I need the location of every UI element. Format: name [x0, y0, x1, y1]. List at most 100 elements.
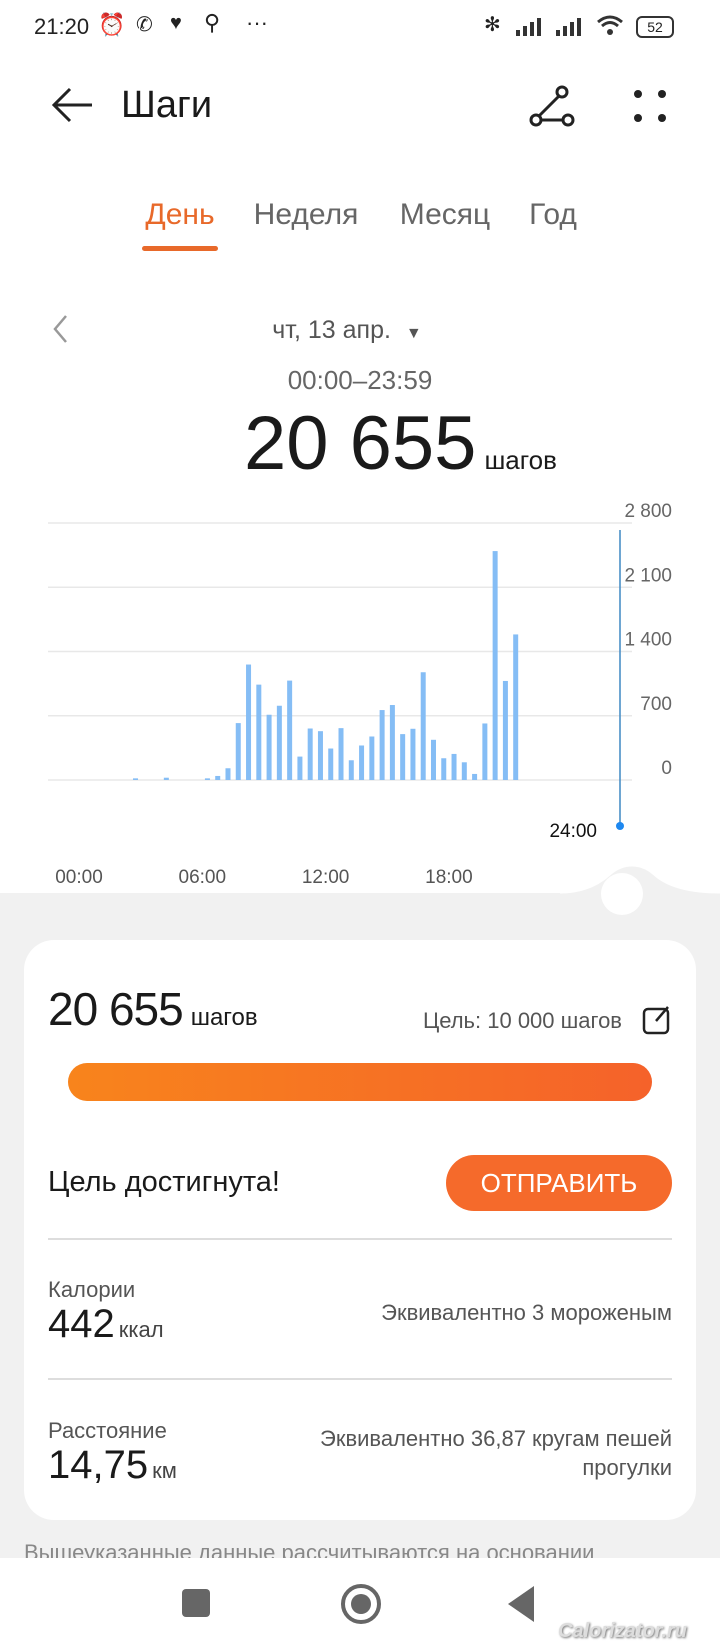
- time-range: 00:00–23:59: [287, 365, 433, 395]
- chevron-left-icon[interactable]: [52, 314, 68, 344]
- chart-bar: [297, 756, 303, 780]
- navigation-bar: Calorizator.ru: [0, 1558, 720, 1650]
- chart-bar: [389, 705, 395, 780]
- chart-handle[interactable]: [560, 860, 720, 920]
- recents-icon[interactable]: [182, 1589, 210, 1617]
- search-icon: ⚲: [204, 10, 221, 35]
- x-tick-label: 06:00: [179, 867, 227, 888]
- summary-steps-unit: шагов: [484, 445, 557, 475]
- chart-bar: [369, 736, 375, 780]
- more-icon[interactable]: [632, 88, 668, 124]
- goal-label: Цель: 10 000 шагов: [422, 1008, 622, 1033]
- y-tick-label: 2 100: [624, 565, 672, 586]
- chart-bar: [246, 664, 252, 780]
- x-tick-label: 00:00: [55, 867, 103, 888]
- battery-icon: 52: [636, 16, 674, 38]
- goal-progress-bar: [68, 1063, 652, 1101]
- divider: [48, 1378, 672, 1380]
- chart-bar: [461, 762, 467, 780]
- chart-bar: [430, 739, 436, 780]
- watermark-logo: Calorizator.ru: [558, 1620, 687, 1642]
- chart-bar: [410, 728, 416, 780]
- distance-unit: км: [152, 1458, 177, 1483]
- signal-icon: [516, 18, 541, 36]
- goal-reached-text: Цель достигнута!: [48, 1166, 280, 1198]
- status-bar: 21:20 ⏰ ✆ ♥ ⚲ ··· ✻ 52: [0, 0, 720, 56]
- chart-bar: [359, 745, 365, 780]
- share-graph-icon[interactable]: [528, 84, 576, 128]
- tab-year[interactable]: Год: [529, 198, 577, 231]
- chart-bar: [420, 672, 426, 780]
- tab-month[interactable]: Месяц: [399, 198, 491, 231]
- bluetooth-icon: ✻: [484, 14, 501, 36]
- chart-bar: [307, 728, 313, 780]
- cursor-time-label: 24:00: [549, 821, 597, 842]
- chart-bar: [482, 723, 488, 780]
- chart-bar: [266, 714, 272, 780]
- y-tick-label: 0: [661, 758, 672, 779]
- status-time: 21:20: [34, 14, 90, 39]
- chart-bar: [287, 680, 293, 780]
- edit-icon[interactable]: [642, 1004, 672, 1036]
- chart-bar: [225, 768, 231, 780]
- chart-bar: [492, 551, 498, 780]
- distance: 14,75 км: [48, 1443, 177, 1488]
- tab-day[interactable]: День: [145, 198, 215, 231]
- card-steps-value: 20 655: [48, 983, 184, 1035]
- card-steps: 20 655 шагов: [48, 982, 258, 1036]
- chart-bar: [256, 684, 262, 780]
- divider: [48, 1238, 672, 1240]
- summary-steps: 20 655 шагов: [244, 400, 557, 487]
- chart-bar: [502, 680, 508, 780]
- wifi-icon: [597, 15, 623, 35]
- chart-bar: [513, 634, 519, 780]
- goal-progress-fill: [68, 1063, 652, 1101]
- y-tick-label: 1 400: [624, 630, 672, 651]
- calories: 442 ккал: [48, 1302, 164, 1347]
- steps-card: [24, 940, 696, 1520]
- chart-bar: [472, 773, 478, 780]
- chart-bar: [215, 775, 221, 780]
- signal-icon: [556, 18, 581, 36]
- chart-bar: [276, 705, 282, 780]
- x-tick-label: 12:00: [302, 867, 350, 888]
- steps-chart[interactable]: 2 800 2 100 1 400 700 0 00:00 06:00 12:00 18:00 2…: [0, 500, 720, 900]
- date-selector[interactable]: чт, 13 апр. ▼: [0, 316, 694, 345]
- calories-label: Калории: [48, 1277, 136, 1302]
- back-arrow-icon[interactable]: [50, 86, 94, 124]
- chart-bar: [451, 753, 457, 780]
- share-button[interactable]: ОТПРАВИТЬ: [446, 1155, 672, 1211]
- more-dots-icon: ···: [246, 10, 268, 35]
- active-tab-indicator: [142, 246, 218, 251]
- home-icon[interactable]: [341, 1584, 381, 1624]
- calories-equivalent: Эквивалентно 3 мороженым: [381, 1300, 672, 1325]
- calories-value: 442: [48, 1302, 115, 1346]
- card-steps-unit: шагов: [190, 1004, 258, 1031]
- tab-week[interactable]: Неделя: [253, 198, 359, 231]
- chart-bar: [338, 728, 344, 780]
- viber-icon: ✆: [136, 14, 153, 36]
- distance-value: 14,75: [48, 1443, 149, 1487]
- date-label: чт, 13 апр.: [272, 316, 391, 344]
- distance-label: Расстояние: [48, 1418, 167, 1443]
- y-tick-label: 700: [640, 694, 672, 715]
- health-icon: ♥: [170, 12, 182, 34]
- chart-bar: [400, 734, 406, 780]
- chart-bar: [348, 760, 354, 780]
- summary-steps-value: 20 655: [244, 401, 477, 486]
- battery-level: 52: [647, 19, 663, 35]
- y-tick-label: 2 800: [624, 501, 672, 522]
- chart-bar: [379, 710, 385, 780]
- chart-bar: [163, 777, 169, 780]
- distance-equivalent: Эквивалентно 36,87 кругам пешей прогулки: [320, 1426, 672, 1480]
- chart-bar: [133, 778, 139, 780]
- page-title: Шаги: [121, 84, 213, 126]
- back-icon[interactable]: [508, 1586, 536, 1622]
- alarm-icon: ⏰: [98, 12, 126, 37]
- chart-bar: [441, 758, 447, 780]
- time-cursor-dot: [616, 822, 624, 830]
- chart-bar: [235, 723, 241, 780]
- chart-bar: [204, 778, 210, 780]
- chart-bar: [317, 731, 323, 780]
- dropdown-triangle-icon: ▼: [405, 325, 422, 342]
